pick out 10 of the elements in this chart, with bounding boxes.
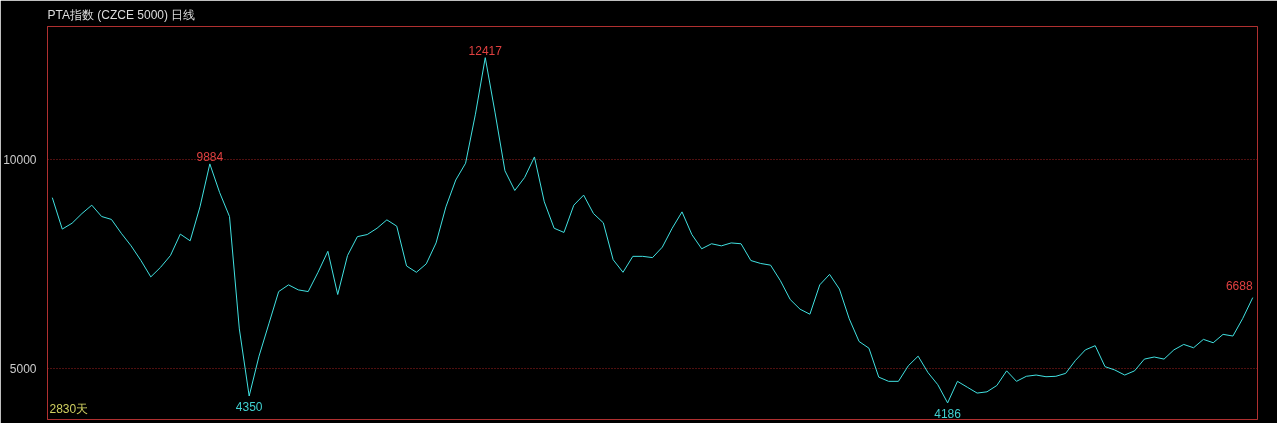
annotation: 6688 (1225, 278, 1253, 293)
y-tick-label: 5000 (9, 362, 37, 377)
y-tick-label: 10000 (3, 152, 37, 167)
line-series (51, 57, 1254, 404)
annotation: 4186 (934, 406, 962, 421)
chart-title: PTA指数 (CZCE 5000) 日线 (47, 7, 196, 22)
annotation: 2830天 (49, 401, 89, 416)
annotation: 9884 (196, 149, 224, 164)
annotation: 4350 (235, 400, 263, 415)
annotation: 12417 (468, 43, 503, 58)
